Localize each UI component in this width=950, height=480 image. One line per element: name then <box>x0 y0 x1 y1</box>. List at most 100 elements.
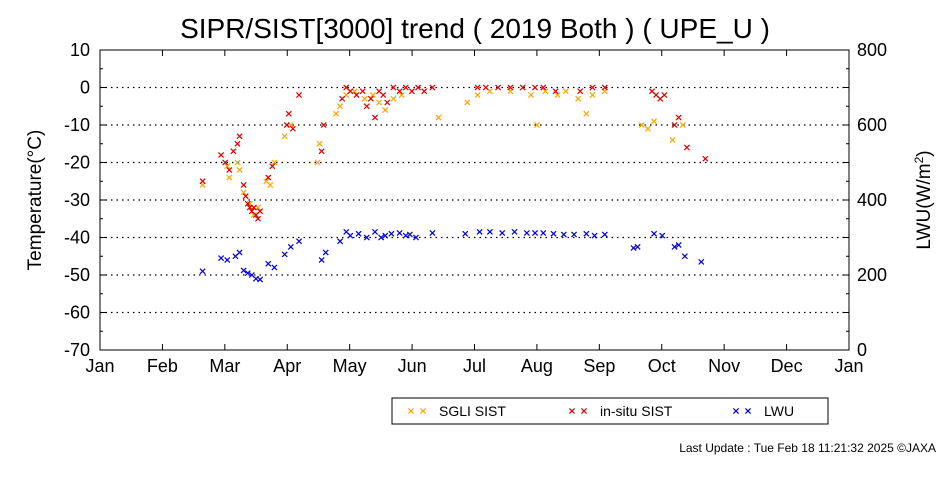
point-lwu <box>571 231 578 238</box>
point-in-situ-sist <box>482 84 489 91</box>
point-in-situ-sist <box>320 121 327 129</box>
y2-tick-label: 0 <box>857 340 867 360</box>
point-sgli-sist <box>644 125 651 132</box>
point-in-situ-sist <box>240 181 247 189</box>
point-lwu <box>355 230 362 237</box>
point-lwu <box>681 253 688 260</box>
point-lwu <box>218 255 225 262</box>
legend-marker-lwu <box>744 407 752 415</box>
point-sgli-sist <box>316 140 323 147</box>
point-lwu <box>363 234 370 241</box>
point-lwu <box>388 230 395 237</box>
x-tick-label: May <box>333 356 367 376</box>
point-lwu <box>651 230 658 237</box>
y-tick-label: -70 <box>64 340 90 360</box>
point-in-situ-sist <box>552 88 559 95</box>
legend-label-in-situ-sist: in-situ SIST <box>600 403 673 419</box>
point-in-situ-sist <box>474 84 481 91</box>
point-sgli-sist <box>390 95 397 102</box>
point-lwu <box>476 228 483 235</box>
point-in-situ-sist <box>283 121 290 129</box>
point-in-situ-sist <box>347 88 354 95</box>
point-in-situ-sist <box>507 84 514 91</box>
point-in-situ-sist <box>601 84 608 91</box>
point-in-situ-sist <box>359 88 366 95</box>
y-tick-label: -40 <box>64 228 90 248</box>
point-lwu <box>296 238 303 245</box>
point-lwu <box>382 232 389 239</box>
point-sgli-sist <box>224 163 231 170</box>
y-tick-label: 10 <box>70 40 90 60</box>
point-sgli-sist <box>651 118 658 125</box>
legend-marker-sgli-sist <box>419 407 427 415</box>
x-tick-label: Jan <box>85 356 114 376</box>
point-sgli-sist <box>376 99 383 106</box>
point-sgli-sist <box>527 91 534 99</box>
point-sgli-sist <box>638 121 645 129</box>
point-sgli-sist <box>332 110 340 117</box>
point-lwu <box>265 260 272 267</box>
point-lwu <box>671 243 678 250</box>
x-tick-label: Oct <box>648 356 676 376</box>
legend-box <box>391 397 829 425</box>
point-lwu <box>199 268 206 275</box>
point-in-situ-sist <box>230 148 237 155</box>
point-lwu <box>560 231 567 238</box>
series-in-situ-sist <box>199 84 709 222</box>
point-in-situ-sist <box>675 114 682 121</box>
point-in-situ-sist <box>254 215 262 222</box>
point-in-situ-sist <box>396 88 403 95</box>
x-tick-label: Aug <box>521 356 553 376</box>
point-sgli-sist <box>542 88 549 95</box>
point-in-situ-sist <box>244 200 251 207</box>
point-lwu <box>634 243 641 250</box>
point-lwu <box>224 256 231 264</box>
y-tick-label: -20 <box>64 153 90 173</box>
point-sgli-sist <box>361 95 368 102</box>
point-in-situ-sist <box>265 174 272 181</box>
y-axis-label: Temperature(°C) <box>25 130 46 271</box>
point-in-situ-sist <box>589 84 596 91</box>
point-sgli-sist <box>240 189 247 196</box>
point-lwu <box>257 276 264 283</box>
point-sgli-sist <box>534 121 541 129</box>
point-in-situ-sist <box>380 91 387 99</box>
point-in-situ-sist <box>429 84 436 91</box>
y2-tick-label: 400 <box>857 190 887 210</box>
point-in-situ-sist <box>408 88 415 95</box>
point-sgli-sist <box>464 99 471 106</box>
point-in-situ-sist <box>318 148 325 155</box>
series-lwu <box>199 228 705 283</box>
point-lwu <box>601 231 608 238</box>
point-in-situ-sist <box>661 91 668 99</box>
point-sgli-sist <box>271 159 278 166</box>
x-tick-label: Dec <box>771 356 803 376</box>
point-lwu <box>698 258 705 265</box>
x-tick-label: Apr <box>273 356 301 376</box>
x-tick-label: Jun <box>398 356 427 376</box>
last-update-footer: Last Update : Tue Feb 18 11:21:32 2025 ©… <box>679 441 936 455</box>
point-in-situ-sist <box>519 84 526 91</box>
point-lwu <box>532 229 539 237</box>
point-sgli-sist <box>398 91 405 99</box>
y-tick-label: -30 <box>64 190 90 210</box>
y2-tick-label: 800 <box>857 40 887 60</box>
point-lwu <box>236 249 243 256</box>
gridlines <box>100 86 849 314</box>
point-in-situ-sist <box>289 125 296 132</box>
point-sgli-sist <box>583 110 590 117</box>
x-tick-label: Sep <box>583 356 615 376</box>
point-lwu <box>240 267 247 274</box>
legend-marker-in-situ-sist <box>580 407 588 415</box>
point-sgli-sist <box>226 174 233 181</box>
point-sgli-sist <box>474 91 481 99</box>
x-tick-label: Feb <box>147 356 178 376</box>
y-tick-label: -50 <box>64 265 90 285</box>
point-lwu <box>462 230 469 237</box>
point-in-situ-sist <box>540 84 547 91</box>
series-sgli-sist <box>199 88 686 219</box>
point-in-situ-sist <box>199 178 206 185</box>
point-sgli-sist <box>281 133 288 140</box>
point-in-situ-sist <box>421 88 428 95</box>
